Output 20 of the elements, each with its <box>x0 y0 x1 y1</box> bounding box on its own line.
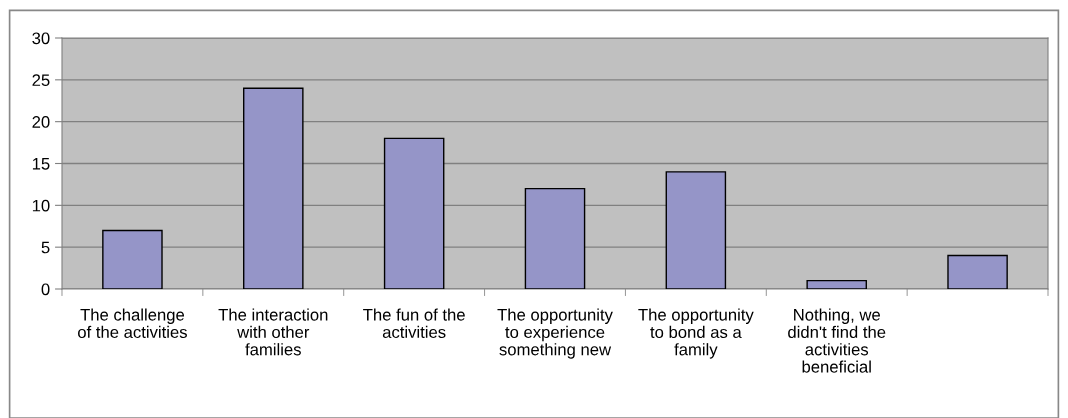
x-tick-label: Nothing, we didn't find the activities beneficial <box>788 308 886 373</box>
bar <box>524 187 586 289</box>
x-tick-label: The fun of the activities <box>363 308 465 339</box>
x-tick-label: The opportunity to experience something new <box>497 308 613 359</box>
x-tick-label: The challenge of the activities <box>78 308 187 339</box>
bar <box>243 87 304 289</box>
y-tick-label: 15 <box>32 158 50 170</box>
y-tick-label: 20 <box>32 116 50 128</box>
y-tick-label: 10 <box>32 199 50 212</box>
bar <box>102 229 163 289</box>
x-tick-label: The opportunity to bond as a family <box>638 308 754 359</box>
y-tick-label: 5 <box>41 241 50 254</box>
y-tick-label: 30 <box>32 32 50 45</box>
y-tick-label: 25 <box>32 74 50 87</box>
bar <box>665 171 727 289</box>
bar <box>806 279 867 289</box>
x-tick-label: The interaction with other families <box>218 308 328 356</box>
bar <box>383 137 445 289</box>
bar <box>947 254 1008 289</box>
y-tick-label: 0 <box>41 283 50 296</box>
